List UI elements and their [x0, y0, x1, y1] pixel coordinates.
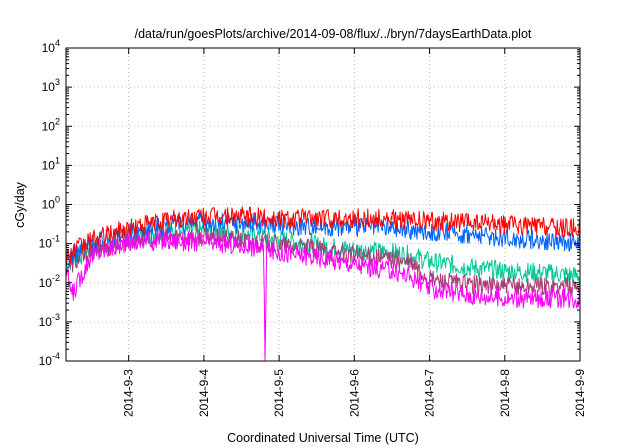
x-axis-label: Coordinated Universal Time (UTC): [227, 431, 419, 445]
y-tick-label: 103: [42, 77, 60, 94]
x-tick-label: 2014-9-6: [347, 369, 361, 417]
y-tick-label: 104: [42, 38, 60, 55]
x-tick-label: 2014-9-9: [573, 369, 587, 417]
series-line-5: [65, 231, 581, 362]
y-tick-labels: 10-4 10-3 10-2 10-1 100 101 102 103 104: [39, 38, 60, 368]
y-tick-label: 10-1: [39, 234, 60, 251]
y-tick-label: 10-4: [39, 351, 60, 368]
chart-title: /data/run/goesPlots/archive/2014-09-08/f…: [135, 27, 532, 41]
x-tick-label: 2014-9-7: [423, 369, 437, 417]
x-tick-label: 2014-9-3: [122, 369, 136, 417]
y-tick-label: 102: [42, 116, 60, 133]
ticks: [66, 47, 581, 362]
series-layer: [65, 206, 581, 362]
x-tick-label: 2014-9-4: [197, 369, 211, 417]
y-axis-label: cGy/day: [13, 181, 27, 228]
y-tick-label: 10-2: [39, 273, 60, 290]
series-line-2: [65, 226, 581, 297]
y-tick-label: 10-3: [39, 312, 60, 329]
x-tick-labels: 2014-9-3 2014-9-4 2014-9-5 2014-9-6 2014-9-7…: [122, 369, 587, 417]
x-tick-label: 2014-9-5: [272, 369, 286, 417]
x-tick-label: 2014-9-8: [498, 369, 512, 417]
series-line-4: [65, 206, 581, 264]
y-tick-label: 101: [42, 155, 60, 172]
series-line-3: [65, 212, 581, 266]
y-tick-label: 100: [42, 195, 60, 212]
